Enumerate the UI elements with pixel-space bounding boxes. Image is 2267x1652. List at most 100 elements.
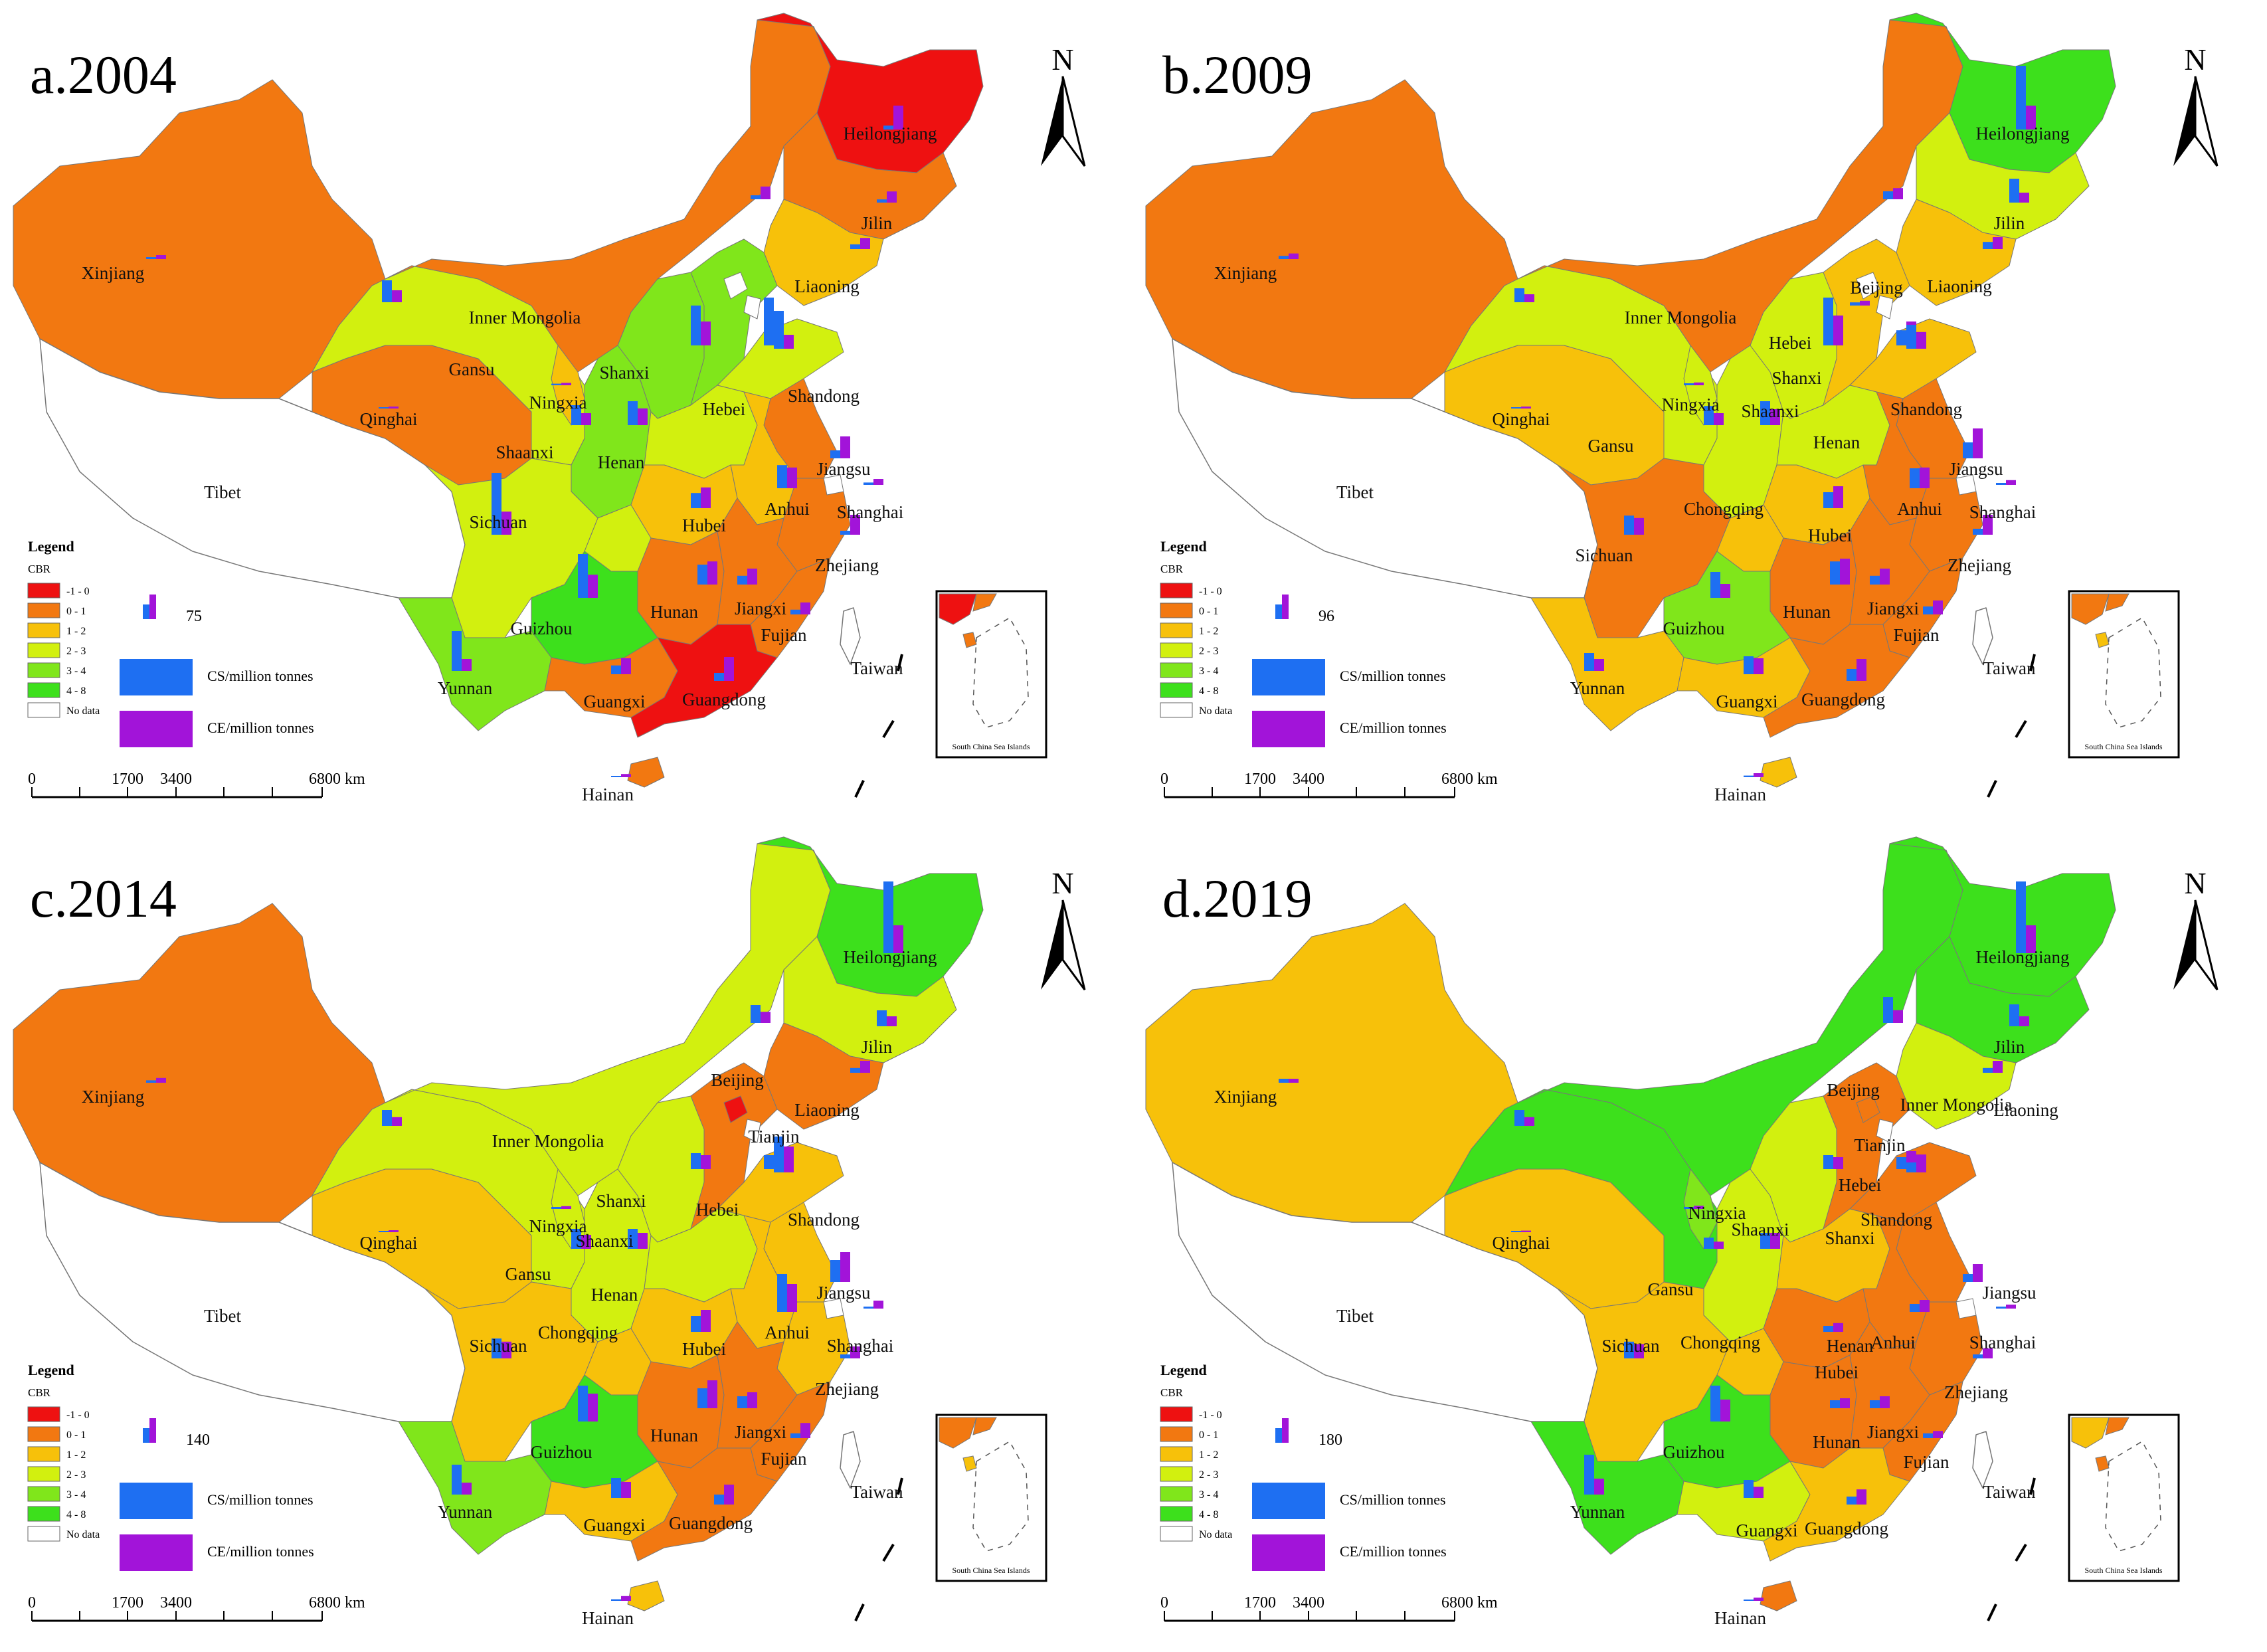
- label-yunnan: Yunnan: [1570, 1502, 1625, 1522]
- legend-cs-swatch: [120, 1483, 193, 1519]
- bar-cs-shandong: [1906, 325, 1916, 349]
- north-label: N: [1051, 866, 1073, 900]
- label-liaoning: Liaoning: [794, 1100, 859, 1120]
- bar-ce-fujian: [800, 602, 810, 614]
- bar-ce-shanxi: [1833, 316, 1843, 345]
- legend-cs-label: CS/million tonnes: [207, 1491, 314, 1508]
- label-anhui: Anhui: [1897, 499, 1942, 519]
- inset-label: South China Sea Islands: [2085, 1566, 2163, 1575]
- scale-label: 1700: [1244, 771, 1276, 788]
- label-guizhou: Guizhou: [1663, 1442, 1725, 1462]
- islands: [1987, 654, 2036, 798]
- label-zhejiang: Zhejiang: [815, 555, 879, 575]
- scale-label: 6800 km: [309, 771, 365, 788]
- scale-label: 6800 km: [1441, 771, 1498, 788]
- bar-ce-henan: [1770, 409, 1780, 425]
- legend-swatch: [27, 622, 60, 638]
- bar-cs-shanxi: [1823, 298, 1833, 345]
- bar-cs-gansu: [382, 1110, 392, 1126]
- bar-ce-liaoning: [860, 1061, 870, 1073]
- scale-bar: 0 1700 3400 6800 km: [1160, 1594, 1498, 1622]
- bar-cs-guangdong: [714, 673, 724, 681]
- bar-ce-guangxi: [1754, 658, 1764, 674]
- label-chongqing: Chongqing: [1680, 1332, 1760, 1352]
- legend-class-label: 2 - 3: [66, 1469, 86, 1481]
- bar-ce-jilin: [887, 191, 897, 203]
- region-liaoning: [763, 199, 884, 306]
- region-liaoning: [1896, 1022, 2017, 1130]
- bar-ce-jilin: [2019, 1016, 2029, 1026]
- legend-class-label: 3 - 4: [1199, 1489, 1218, 1501]
- bar-ce-hainan: [1754, 773, 1764, 777]
- legend-cs-swatch: [120, 659, 193, 695]
- region-taiwan: [840, 1431, 861, 1489]
- region-taiwan: [1972, 1431, 1993, 1489]
- bar-cs-zhejiang: [840, 1354, 850, 1358]
- scale-label: 3400: [160, 771, 192, 788]
- inset-label: South China Sea Islands: [2085, 742, 2163, 751]
- north-arrow-icon: N: [2173, 866, 2219, 990]
- label-jiangsu: Jiangsu: [817, 1283, 871, 1303]
- label-liaoning: Liaoning: [1993, 1100, 2058, 1120]
- legend-swatch: [27, 1486, 60, 1502]
- legend-subtitle: CBR: [28, 1386, 51, 1399]
- bar-cs-heilongjiang: [2016, 66, 2026, 130]
- bar-cs-shandong: [1906, 1162, 1916, 1172]
- label-guangdong: Guangdong: [682, 689, 766, 709]
- legend-class-label: 4 - 8: [1199, 686, 1218, 697]
- bar-ce-ningxia: [1694, 1206, 1704, 1209]
- islands: [854, 1477, 903, 1621]
- bar-ce-liaoning: [1993, 237, 2003, 249]
- legend: Legend CBR -1 - 0 0 - 1 1 - 2 2 - 3 3 - 4 4 - 8…: [27, 538, 314, 747]
- north-arrow-icon: N: [1041, 866, 1086, 990]
- panel-b-2009: Heilongjiang Jilin Liaoning Beijing Inner Mo…: [1145, 13, 2219, 804]
- bar-ce-guangxi: [621, 658, 631, 674]
- label-hunan: Hunan: [650, 1425, 698, 1445]
- bar-cs-beijing: [1850, 302, 1860, 306]
- scale-label: 1700: [112, 1594, 143, 1611]
- legend-ce-label: CE/million tonnes: [207, 1543, 314, 1560]
- label-hebei: Hebei: [1839, 1175, 1881, 1195]
- label-hubei: Hubei: [682, 1339, 726, 1359]
- region-heilongjiang: [1889, 836, 2116, 997]
- label-henan: Henan: [598, 452, 645, 472]
- bar-cs-hunan: [1830, 561, 1840, 585]
- label-guangxi: Guangxi: [584, 1515, 646, 1535]
- bar-ce-heilongjiang: [893, 925, 903, 953]
- label-xinjiang: Xinjiang: [82, 1087, 145, 1107]
- bar-cs-jilin: [877, 1010, 887, 1026]
- label-shanghai: Shanghai: [837, 502, 904, 522]
- bar-cs-shandong: [774, 311, 784, 349]
- bar-ce-qinghai: [1521, 407, 1531, 409]
- bar-ce-qinghai: [1521, 1230, 1531, 1232]
- legend-ce-label: CE/million tonnes: [207, 719, 314, 736]
- ref-bar-ce: [149, 595, 156, 619]
- bar-ce-jiangxi: [747, 1392, 757, 1408]
- bar-cs-guangdong: [1847, 1497, 1857, 1505]
- label-hunan: Hunan: [650, 602, 698, 622]
- label-qinghai: Qinghai: [360, 1233, 418, 1253]
- bar-symbols: [1279, 881, 2036, 1601]
- bar-ce-sichuan: [1634, 1344, 1644, 1358]
- inset-map: South China Sea Islands: [935, 1414, 1047, 1582]
- bar-ce-jiangsu: [1973, 1264, 1983, 1282]
- bar-ce-jilin: [887, 1016, 897, 1026]
- bar-ce-anhui: [1920, 1300, 1930, 1312]
- legend-swatch: [1160, 1486, 1193, 1502]
- bar-cs-shanghai: [1996, 1307, 2006, 1309]
- label-xinjiang: Xinjiang: [1214, 1087, 1277, 1107]
- region-liaoning: [1896, 199, 2017, 306]
- bar-ce-hunan: [1840, 1398, 1850, 1408]
- bar-ce-yunnan: [462, 1483, 472, 1495]
- legend-class-label: -1 - 0: [66, 586, 90, 597]
- ref-bar-ce: [149, 1418, 156, 1443]
- region-guangdong: [1763, 624, 1910, 738]
- bar-ce-jiangsu: [840, 436, 850, 458]
- legend-swatch: [1160, 682, 1193, 698]
- label-henan: Henan: [1827, 1336, 1874, 1356]
- bar-ce-qinghai: [389, 407, 399, 409]
- label-jilin: Jilin: [1994, 213, 2025, 233]
- legend-swatch: [27, 1466, 60, 1482]
- legend-subtitle: CBR: [28, 563, 51, 575]
